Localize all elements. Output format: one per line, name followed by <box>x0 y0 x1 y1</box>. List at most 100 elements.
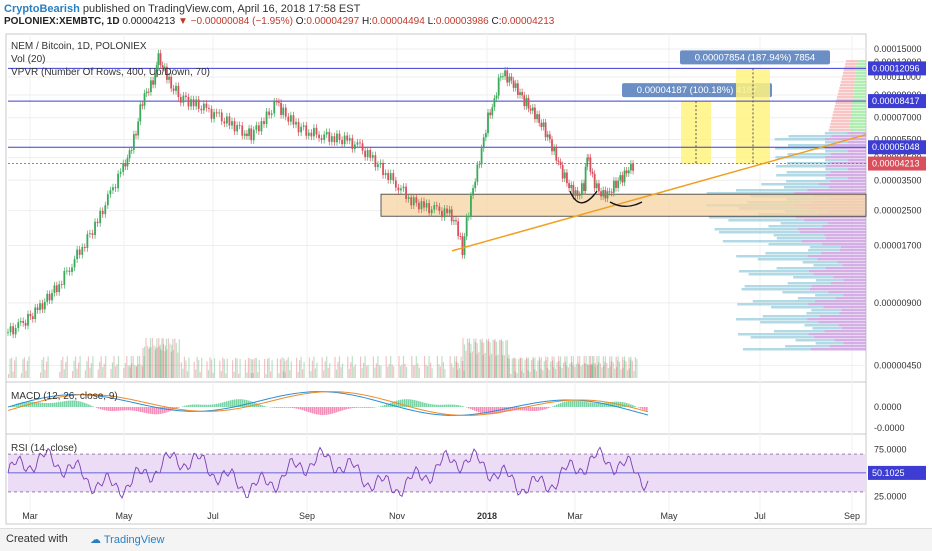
vpvr-bar-down <box>848 177 866 180</box>
candle-body <box>346 136 348 141</box>
macd-histogram-bar <box>82 402 84 407</box>
candle-body <box>81 247 83 255</box>
vpvr-bar-down <box>855 81 866 84</box>
candle-body <box>382 163 384 175</box>
volume-bar <box>77 369 78 378</box>
macd-histogram-bar <box>120 407 122 411</box>
volume-bar <box>526 359 527 378</box>
volume-bar <box>426 365 427 378</box>
price-axis: 0.000150000.000130000.000110000.00009000… <box>874 44 922 370</box>
candle-body <box>615 181 617 188</box>
volume-bar <box>249 358 250 378</box>
volume-bar <box>499 340 500 378</box>
vpvr-bar-up <box>832 117 851 120</box>
candle-body <box>566 173 568 184</box>
candle-body <box>282 108 284 115</box>
candle-body <box>293 115 295 124</box>
vpvr-bar-up <box>842 75 855 78</box>
candle-body <box>246 134 248 136</box>
volume-bar <box>176 343 177 378</box>
candle-body <box>104 205 106 214</box>
price-tick-label: 0.00000900 <box>874 298 922 308</box>
macd-histogram-bar <box>46 403 48 407</box>
tradingview-logo[interactable]: ☁ TradingView <box>90 533 164 546</box>
macd-histogram-bar <box>176 407 178 408</box>
macd-histogram-bar <box>556 405 558 407</box>
volume-bar <box>419 368 420 378</box>
volume-bar <box>105 356 106 378</box>
volume-bar <box>400 366 401 378</box>
volume-bar <box>21 373 22 378</box>
macd-histogram-bar <box>476 407 478 412</box>
macd-histogram-bar <box>282 407 284 408</box>
vpvr-bar-up <box>815 294 843 297</box>
candle-body <box>142 104 144 105</box>
macd-histogram-bar <box>188 405 190 407</box>
candle-body <box>500 76 502 77</box>
candle-body <box>334 136 336 142</box>
macd-histogram-bar <box>154 407 156 414</box>
vpvr-bar-up <box>777 267 826 270</box>
macd-histogram-bar <box>604 403 606 407</box>
vpvr-bar-up <box>836 102 853 105</box>
candle-body <box>144 93 146 105</box>
volume-bar <box>222 357 223 378</box>
candle-body <box>122 163 124 172</box>
volume-bar <box>363 363 364 378</box>
volume-bar <box>469 338 470 378</box>
macd-histogram-bar <box>148 407 150 414</box>
volume-bar <box>467 339 468 378</box>
volume-bar <box>323 370 324 378</box>
macd-histogram-bar <box>138 407 140 412</box>
vpvr-bar-down <box>855 78 866 81</box>
volume-bar <box>505 340 506 378</box>
candle-body <box>494 98 496 107</box>
macd-histogram-bar <box>38 402 40 407</box>
candle-body <box>148 92 150 93</box>
volume-bar <box>603 366 604 378</box>
volume-bar <box>281 357 282 378</box>
volume-bar <box>586 356 587 378</box>
candle-body <box>223 121 225 123</box>
candle-body <box>462 236 464 255</box>
vpvr-bar-down <box>819 183 866 186</box>
volume-bar <box>589 356 590 378</box>
candle-body <box>491 107 493 115</box>
volume-bar <box>350 362 351 378</box>
vpvr-bar-down <box>826 237 866 240</box>
volume-bar <box>128 366 129 378</box>
vpvr-bar-down <box>829 186 866 189</box>
vpvr-bar-down <box>848 141 866 144</box>
candle-body <box>551 139 553 151</box>
macd-histogram-bar <box>458 405 460 407</box>
volume-bar <box>417 363 418 378</box>
macd-histogram-bar <box>118 407 120 411</box>
vpvr-bar-up <box>837 96 853 99</box>
target-label: 0.00007854 (187.94%) 7854 <box>695 52 815 63</box>
candle-body <box>211 109 213 119</box>
volume-bars <box>8 338 638 378</box>
vpvr-bar-down <box>821 252 866 255</box>
candle-body <box>549 134 551 139</box>
price-badge-label: 0.00004213 <box>872 159 920 169</box>
macd-histogram-bar <box>216 404 218 407</box>
macd-histogram-bar <box>178 407 180 408</box>
vpvr-bar-down <box>847 132 866 135</box>
candle-body <box>239 125 241 126</box>
macd-histogram-bar <box>348 407 350 409</box>
candle-body <box>405 187 407 199</box>
volume-bar <box>267 359 268 378</box>
vpvr-bar-up <box>728 219 804 222</box>
volume-bar <box>515 358 516 378</box>
volume-bar <box>537 361 538 378</box>
vpvr-bar-down <box>851 117 866 120</box>
vpvr-bar-down <box>831 153 866 156</box>
macd-histogram-bar <box>134 407 136 411</box>
macd-histogram-bar <box>574 401 576 407</box>
volume-bar <box>406 367 407 378</box>
volume-bar <box>194 362 195 378</box>
macd-histogram-bar <box>106 407 108 411</box>
macd-histogram-bar <box>122 407 124 410</box>
volume-bar <box>75 357 76 378</box>
